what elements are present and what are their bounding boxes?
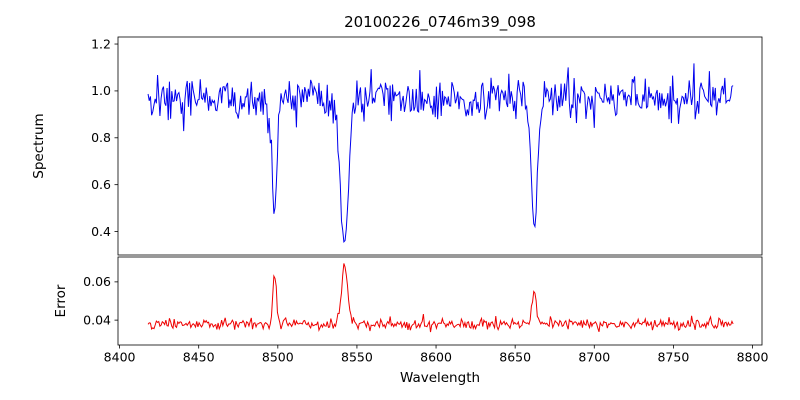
- x-tick-label: 8550: [341, 350, 373, 365]
- y-tick-label: 0.06: [83, 274, 111, 289]
- x-tick-label: 8750: [657, 350, 689, 365]
- x-tick-label: 8800: [737, 350, 769, 365]
- y-tick-label: 0.6: [91, 177, 111, 192]
- x-tick-label: 8450: [183, 350, 215, 365]
- y-axis-label-error: Error: [53, 284, 69, 318]
- x-tick-label: 8600: [420, 350, 452, 365]
- error-panel-frame: [117, 256, 763, 346]
- y-tick-label: 1.0: [91, 83, 111, 98]
- y-axis-label-spectrum: Spectrum: [31, 113, 47, 179]
- spectrum-panel-frame: [117, 36, 763, 256]
- y-tick-label: 0.4: [91, 224, 111, 239]
- x-tick-label: 8400: [104, 350, 136, 365]
- y-tick-label: 0.8: [91, 130, 111, 145]
- x-tick-label: 8500: [262, 350, 294, 365]
- spectrum-line: [147, 63, 734, 244]
- y-tick-label: 0.04: [83, 312, 111, 327]
- x-tick-label: 8650: [499, 350, 531, 365]
- chart-title: 20100226_0746m39_098: [344, 13, 536, 31]
- x-axis-label: Wavelength: [399, 370, 481, 386]
- y-tick-label: 1.2: [91, 36, 111, 51]
- x-tick-label: 8700: [578, 350, 610, 365]
- error-line: [147, 263, 734, 333]
